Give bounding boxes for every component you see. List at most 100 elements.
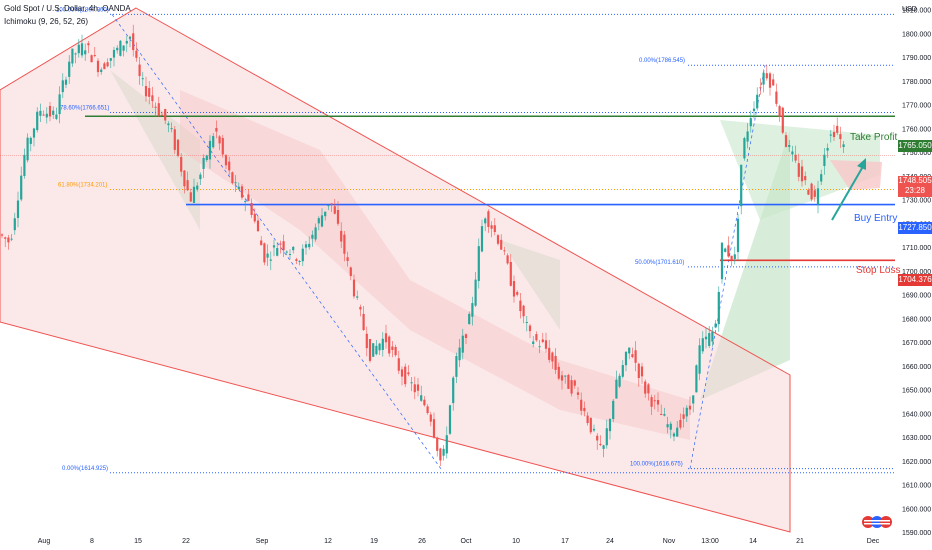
up-arrow-line [831,162,866,221]
candle-body [650,397,653,407]
y-tick-label: 1590.000 [902,530,931,537]
fibonacci-levels: 100.00%(1807.960) 78.60%(1766.651) 61.80%(… [56,7,895,474]
indicator-label[interactable]: Ichimoku (9, 26, 52, 26) [4,17,89,26]
candle-body [781,107,784,133]
candle-body [20,175,23,200]
candle-body [519,300,522,312]
candle-body [596,435,599,441]
candle-body [372,343,375,357]
candle-body [279,243,282,245]
candle-body [132,33,135,51]
candle-body [13,218,16,231]
fib-label: 61.80%(1734.201) [58,183,107,189]
candle-body [314,227,317,240]
candle-body [474,279,477,306]
x-tick-label: 8 [90,538,94,545]
candle-body [231,172,234,184]
candle-body [535,334,538,341]
candle-body [244,201,247,203]
buy-entry-price-box: 1727.850 [898,222,932,234]
candle-body [148,88,151,97]
candle-body [144,86,148,97]
candle-body [778,106,781,117]
x-tick-label: 24 [606,538,614,545]
candle-body [560,375,564,381]
candle-body [692,395,695,404]
candle-body [791,151,794,155]
candle-body [445,435,448,454]
x-tick-label: 22 [182,538,190,545]
candle-body [308,243,311,248]
candle-body [215,127,218,132]
candle-body [32,128,36,138]
candle-body [176,139,180,156]
candle-body [96,60,100,73]
y-tick-label: 1780.000 [902,79,931,86]
candle-body [637,363,640,378]
candle-body [93,55,96,57]
y-tick-label: 1640.000 [902,411,931,418]
candle-body [775,91,778,104]
candle-body [260,240,263,246]
x-tick-label: 15 [134,538,142,545]
candle-body [247,194,250,201]
candle-body [762,72,765,85]
fib-label: 0.00%(1786.545) [639,58,685,64]
candle-body [138,64,141,77]
candle-body [352,279,356,297]
take-profit-label: Take Profit [850,132,898,143]
candle-body [55,114,58,119]
candle-body [746,131,749,142]
y-tick-label: 1610.000 [902,483,931,490]
candle-body [743,138,746,159]
candle-body [749,118,752,127]
candle-body [212,136,215,148]
candle-body [192,186,196,203]
candle-body [116,47,119,51]
candle-body [631,354,634,358]
y-tick-label: 1630.000 [902,435,931,442]
candle-body [333,206,336,214]
candle-body [29,137,32,144]
candle-body [756,94,759,109]
candle-body [100,69,103,72]
candle-body [112,49,116,58]
candle-body [461,335,464,353]
candle-body [36,111,39,131]
x-tick-label: 13:00 [701,538,719,545]
candle-body [64,79,68,85]
candle-body [404,366,407,385]
x-tick-label: 21 [796,538,804,545]
economic-events-icon[interactable] [862,515,892,529]
candle-body [189,192,192,202]
candle-body [272,245,276,248]
current-price: 1748.505 [898,176,932,185]
candle-body [772,79,775,86]
candle-body [16,200,20,218]
candle-body [768,73,772,88]
candle-body [522,305,525,317]
candle-body [186,180,189,191]
x-tick-label: 19 [370,538,378,545]
candle-body [599,443,602,446]
candle-body [397,358,400,371]
candle-body [800,166,804,182]
candle-body [634,350,637,363]
candle-body [512,281,516,297]
candle-body [516,292,519,295]
candle-body [724,248,727,252]
candle-body [759,87,762,89]
candle-body [77,44,80,54]
fib-label: 50.00%(1701.610) [635,260,684,266]
candle-body [714,323,717,328]
candle-body [183,170,186,187]
candle-body [378,343,381,351]
x-tick-label: 17 [561,538,569,545]
candle-body [365,333,368,349]
candle-body [432,419,436,438]
candle-body [330,203,333,205]
candle-body [452,377,455,404]
candle-body [836,125,839,133]
y-tick-label: 1660.000 [902,364,931,371]
